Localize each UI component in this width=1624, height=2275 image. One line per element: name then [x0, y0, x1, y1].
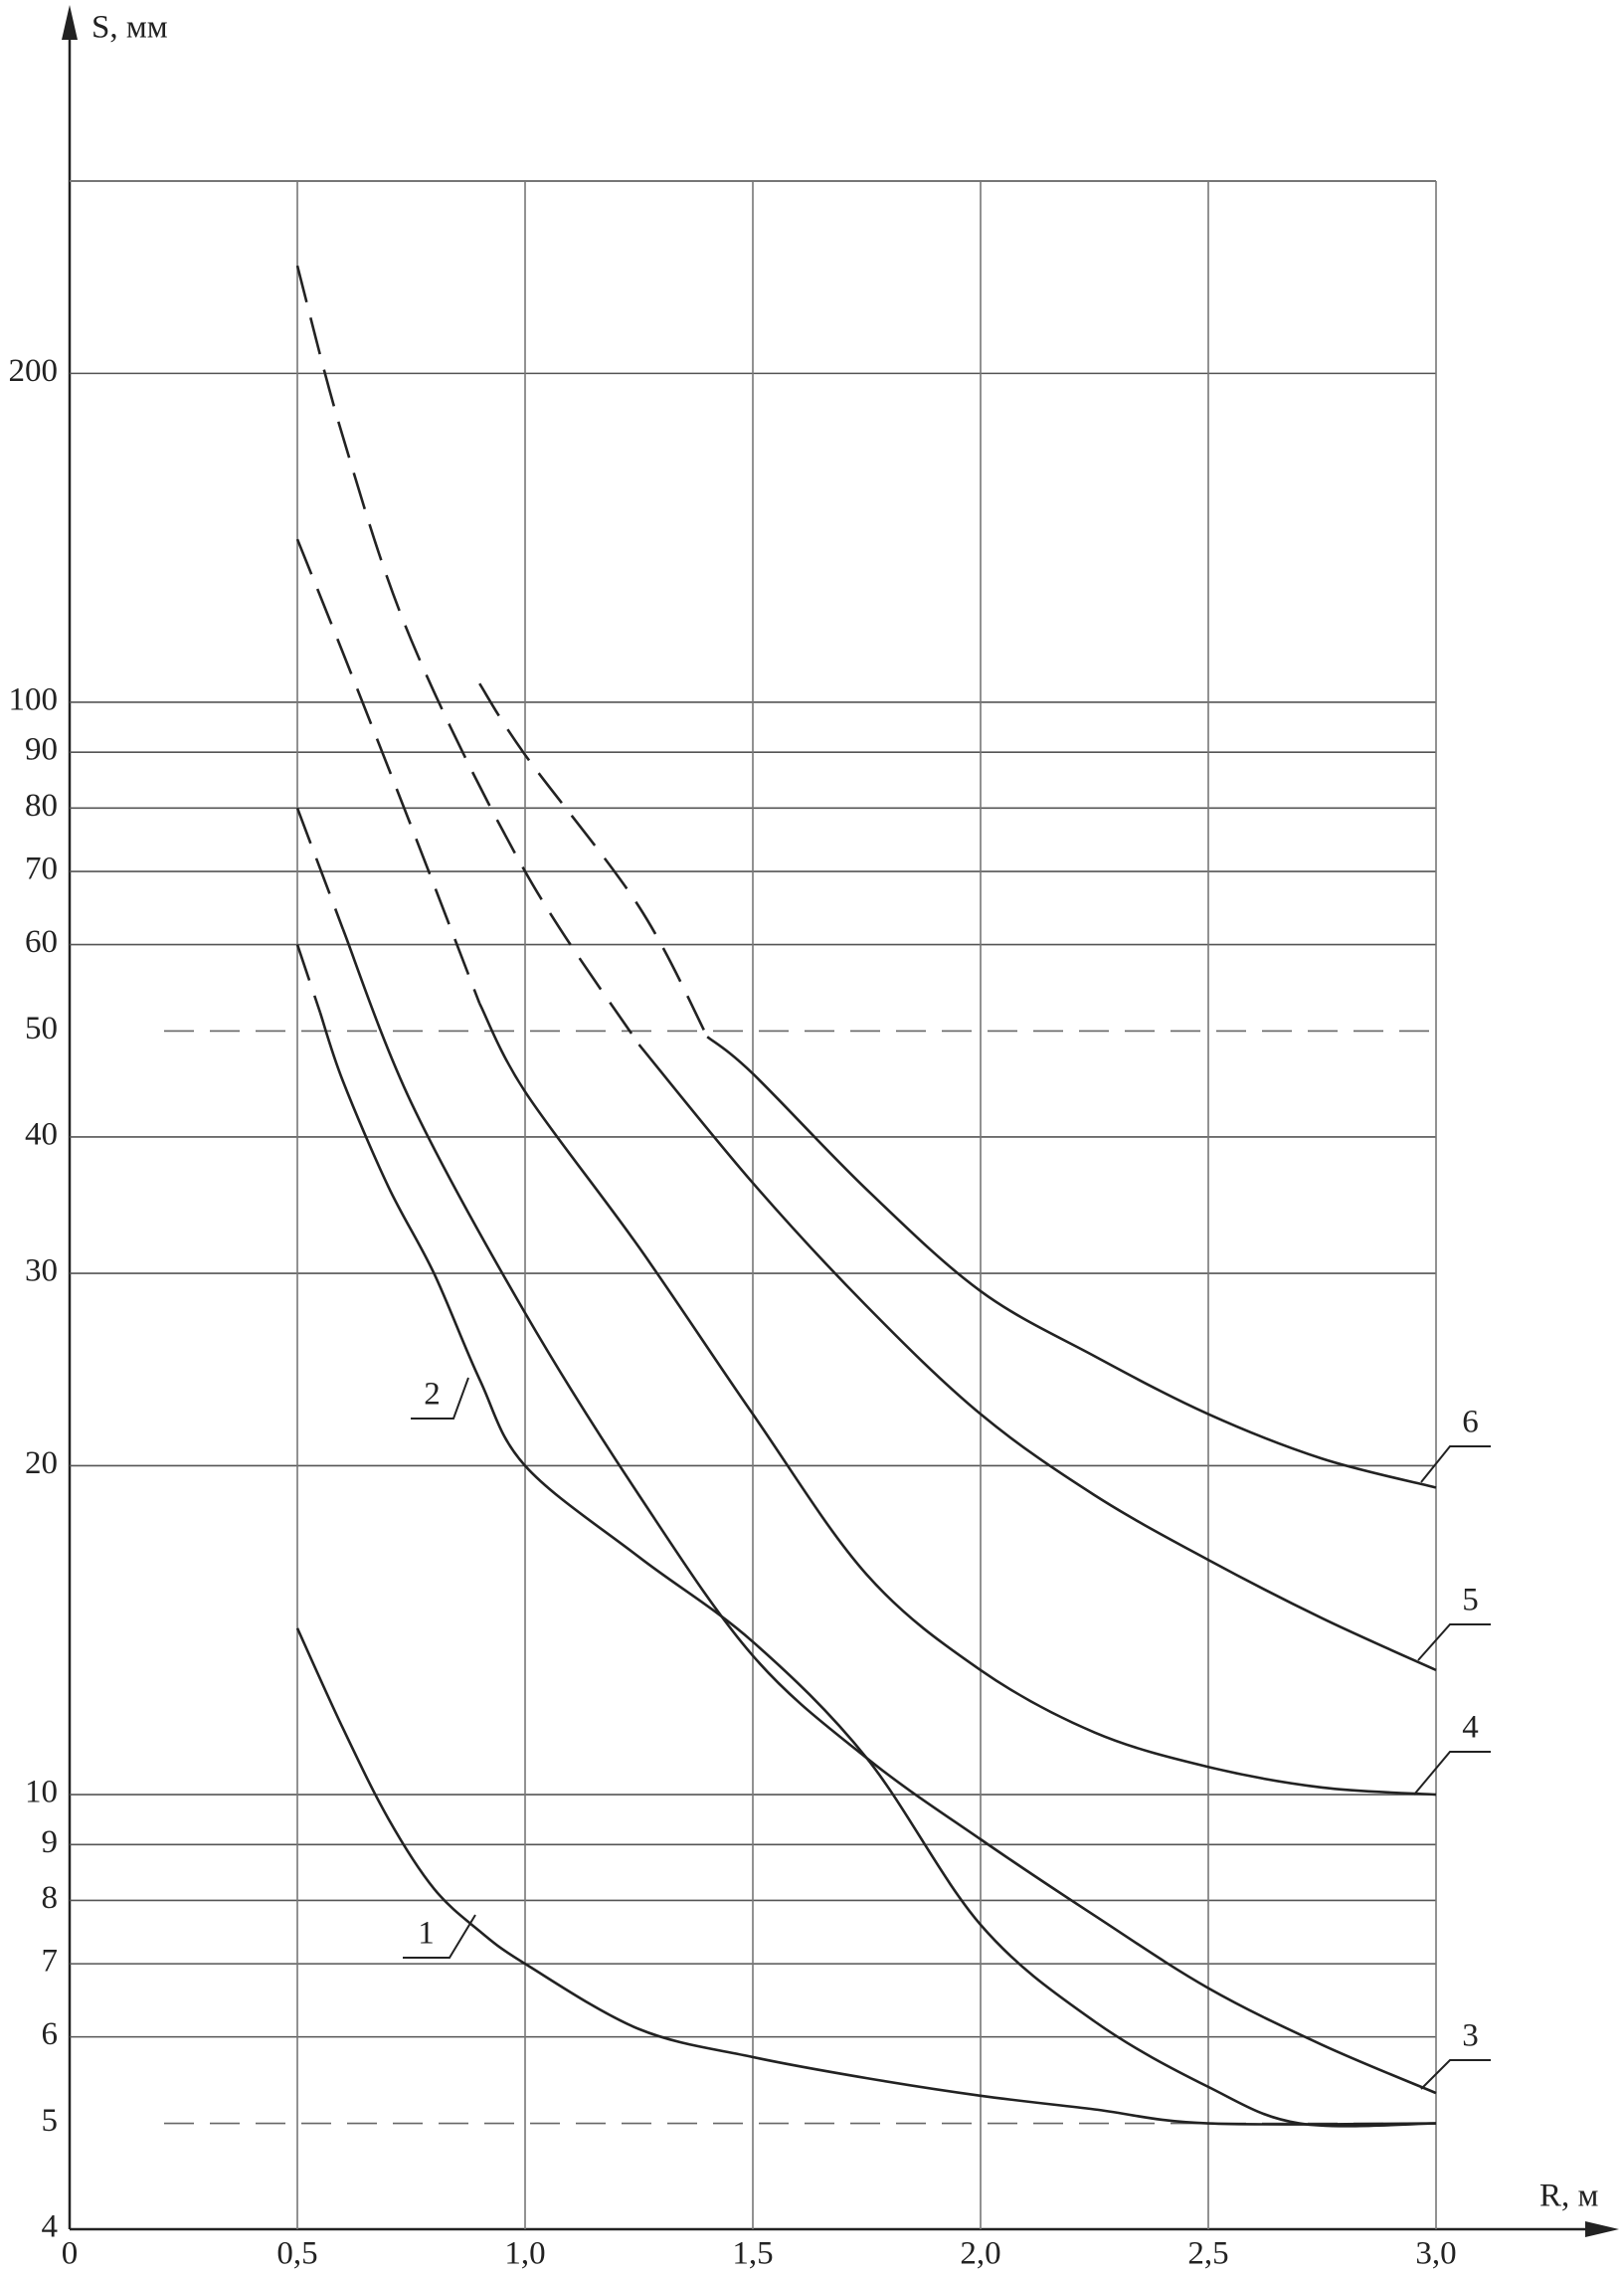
y-tick-label: 60: [25, 924, 58, 960]
y-tick-label: 5: [42, 2103, 59, 2139]
y-axis-arrow: [62, 5, 78, 40]
label-leader: [1420, 1445, 1491, 1483]
label-leader: [411, 1377, 469, 1420]
series-line: [637, 1043, 1437, 1672]
x-axis-label: R, м: [1539, 2179, 1599, 2214]
series-line: [706, 1036, 1437, 1489]
series-line: [478, 1003, 1437, 1797]
x-tick-label: 2,5: [1187, 2236, 1228, 2272]
x-axis-arrow: [1585, 2221, 1619, 2237]
series-label: 5: [1462, 1583, 1479, 1618]
x-tick-label: 2,0: [960, 2236, 1000, 2272]
y-tick-label: 30: [25, 1253, 58, 1289]
series-label: 2: [424, 1377, 441, 1413]
y-tick-label: 200: [9, 353, 59, 389]
series-label: 1: [418, 1916, 435, 1952]
series-line: [341, 928, 1437, 2095]
y-tick-label: 90: [25, 732, 58, 768]
x-tick-label: 3,0: [1415, 2236, 1456, 2272]
y-tick-label: 6: [42, 2016, 59, 2052]
series-line-dashed: [295, 538, 481, 1005]
series-label: 4: [1462, 1710, 1479, 1746]
y-tick-label: 20: [25, 1445, 58, 1481]
y-tick-label: 10: [25, 1775, 58, 1810]
y-tick-label: 4: [42, 2209, 59, 2245]
series-label: 6: [1462, 1405, 1479, 1440]
y-tick-label: 100: [9, 682, 59, 718]
y-tick-label: 7: [42, 1944, 59, 1980]
y-tick-label: 50: [25, 1011, 58, 1046]
label-leader: [403, 1914, 476, 1959]
x-tick-label: 0,5: [276, 2236, 317, 2272]
y-axis-label: S, мм: [91, 10, 168, 46]
y-tick-label: 70: [25, 852, 58, 887]
label-leader: [1420, 2059, 1491, 2090]
series-label: 3: [1462, 2018, 1479, 2054]
y-tick-label: 80: [25, 788, 58, 824]
series-line: [295, 1627, 1437, 2126]
series-line-dashed: [295, 265, 640, 1045]
series-line: [318, 1012, 1437, 2128]
series-line-dashed: [295, 807, 345, 930]
x-tick-label: 1,0: [504, 2236, 545, 2272]
y-tick-label: 40: [25, 1116, 58, 1152]
x-tick-label: 0: [62, 2236, 79, 2272]
y-tick-label: 9: [42, 1824, 59, 1860]
label-leader: [1417, 1623, 1491, 1661]
label-leader: [1413, 1751, 1491, 1796]
series-line-dashed: [478, 682, 709, 1038]
y-tick-label: 8: [42, 1880, 59, 1916]
x-tick-label: 1,5: [732, 2236, 773, 2272]
series-line-dashed: [295, 944, 322, 1014]
